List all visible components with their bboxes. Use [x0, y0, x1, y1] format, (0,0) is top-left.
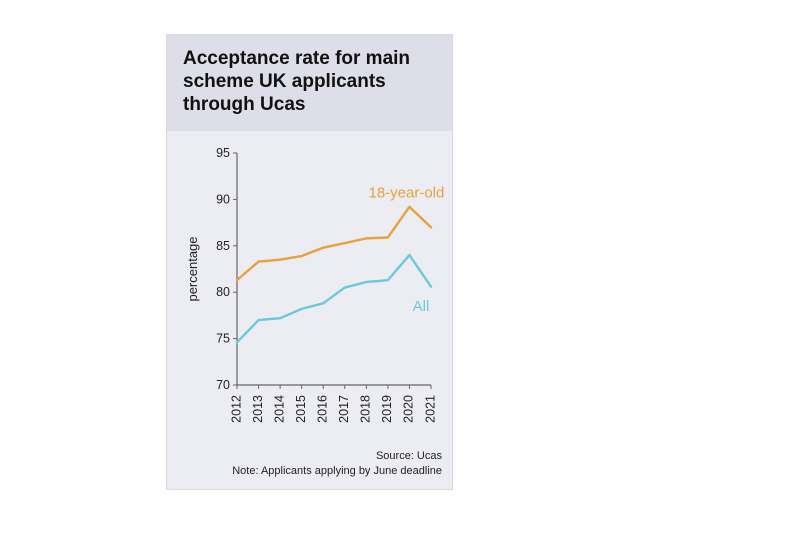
svg-text:2015: 2015 [294, 394, 308, 422]
plot-area: 70 75 80 85 90 95 2012 2013 2014 2015 2016 2017 2018… [167, 131, 452, 447]
series-18-year-olds [237, 206, 431, 279]
series-label-All: All [413, 297, 430, 314]
svg-text:2021: 2021 [423, 394, 437, 422]
chart-title: Acceptance rate for main scheme UK appli… [183, 47, 436, 117]
svg-text:2014: 2014 [272, 394, 286, 422]
chart-card: Acceptance rate for main scheme UK appli… [166, 34, 453, 490]
svg-text:2012: 2012 [229, 394, 243, 422]
series-All [237, 255, 431, 342]
svg-text:70: 70 [216, 378, 230, 392]
series-label-18-year-olds: 18-year-olds [368, 184, 445, 201]
svg-text:95: 95 [216, 146, 230, 160]
source-text: Source: Ucas [177, 449, 442, 464]
svg-text:2013: 2013 [251, 394, 265, 422]
chart-footer: Source: Ucas Note: Applicants applying b… [167, 447, 452, 490]
svg-text:2018: 2018 [359, 394, 373, 422]
note-text: Note: Applicants applying by June deadli… [177, 464, 442, 479]
line-chart: 70 75 80 85 90 95 2012 2013 2014 2015 2016 2017 2018… [175, 141, 445, 441]
svg-text:2016: 2016 [316, 394, 330, 422]
svg-text:90: 90 [216, 192, 230, 206]
chart-header: Acceptance rate for main scheme UK appli… [167, 35, 452, 131]
svg-text:75: 75 [216, 331, 230, 345]
svg-text:2017: 2017 [337, 394, 351, 422]
svg-text:80: 80 [216, 285, 230, 299]
svg-text:percentage: percentage [185, 236, 200, 301]
svg-text:2019: 2019 [380, 394, 394, 422]
svg-text:2020: 2020 [402, 394, 416, 422]
chart-svg: 70 75 80 85 90 95 2012 2013 2014 2015 2016 2017 2018… [175, 141, 445, 441]
svg-text:85: 85 [216, 238, 230, 252]
